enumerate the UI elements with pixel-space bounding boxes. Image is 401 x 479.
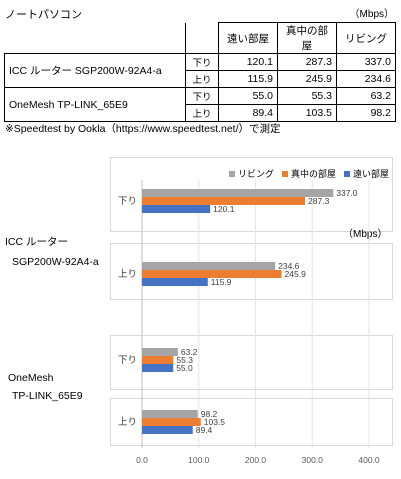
value-cell: 89.4: [218, 104, 278, 122]
table-header-row: 遠い部屋 真中の部屋 リビング: [4, 22, 396, 54]
group-label: OneMesh: [8, 372, 54, 384]
bar: [142, 205, 211, 213]
bar-value-label: 120.1: [213, 204, 235, 214]
table-row: 上り 89.4 103.5 98.2: [5, 104, 396, 122]
speed-table: 遠い部屋 真中の部屋 リビング ICC ルーター SGP200W-92A4-a …: [4, 22, 396, 122]
chart-legend: リビング 真中の部屋 遠い部屋: [229, 167, 389, 180]
bar: [142, 189, 334, 197]
column-header: リビング: [336, 22, 396, 54]
measurement-note: ※Speedtest by Ookla（https://www.speedtes…: [5, 123, 281, 135]
legend-label: 真中の部屋: [291, 169, 337, 179]
bar: [142, 348, 178, 356]
chart-unit-label: （Mbps）: [343, 229, 388, 240]
bar: [142, 364, 174, 372]
bar: [142, 197, 306, 205]
bar: [142, 278, 208, 286]
bar-value-label: 63.2: [181, 347, 198, 357]
legend-swatch: [282, 170, 289, 177]
unit-label: （Mbps）: [349, 9, 394, 20]
value-cell: 103.5: [277, 104, 337, 122]
legend-item: 遠い部屋: [344, 167, 389, 180]
device-name: OneMesh TP-LINK_65E9: [4, 87, 186, 122]
device-name: ICC ルーター SGP200W-92A4-a: [4, 53, 186, 88]
bar-value-label: 245.9: [285, 269, 307, 279]
legend-swatch: [344, 170, 351, 177]
table-row: OneMesh TP-LINK_65E9 下り 55.0 55.3 63.2: [4, 87, 396, 122]
bar: [142, 262, 276, 270]
x-tick-label: 300.0: [302, 455, 324, 465]
bar-value-label: 55.3: [176, 355, 193, 365]
table-row: ICC ルーター SGP200W-92A4-a 下り 120.1 287.3 3…: [4, 53, 396, 88]
legend-label: 遠い部屋: [353, 169, 390, 179]
group-label: SGP200W-92A4-a: [12, 256, 99, 268]
bar-value-label: 234.6: [278, 261, 300, 271]
bar-value-label: 287.3: [308, 196, 330, 206]
x-tick-label: 400.0: [358, 455, 380, 465]
category-label: 下り: [118, 355, 137, 366]
category-label: 下り: [118, 196, 137, 207]
category-label: 上り: [118, 417, 137, 428]
x-tick-label: 100.0: [188, 455, 210, 465]
legend-item: 真中の部屋: [282, 167, 336, 180]
bar: [142, 270, 282, 278]
bar: [142, 426, 193, 434]
bar: [142, 418, 201, 426]
legend-item: リビング: [229, 167, 274, 180]
bar-value-label: 55.0: [176, 363, 193, 373]
x-tick-label: 200.0: [245, 455, 267, 465]
category-label: 上り: [118, 269, 137, 280]
bar-value-label: 337.0: [336, 188, 358, 198]
bar-value-label: 98.2: [201, 409, 218, 419]
bar-value-label: 89.4: [196, 425, 213, 435]
bar-value-label: 115.9: [211, 277, 232, 287]
group-label: ICC ルーター: [5, 236, 68, 248]
value-cell: 98.2: [336, 104, 396, 122]
x-tick-label: 0.0: [136, 455, 148, 465]
bar: [142, 356, 174, 364]
bar-value-label: 103.5: [204, 417, 226, 427]
legend-label: リビング: [238, 169, 275, 179]
legend-swatch: [229, 170, 235, 177]
group-label: TP-LINK_65E9: [12, 390, 83, 402]
column-header: 遠い部屋: [218, 22, 278, 54]
sheet-title: ノートパソコン: [5, 9, 82, 21]
bar: [142, 410, 198, 418]
